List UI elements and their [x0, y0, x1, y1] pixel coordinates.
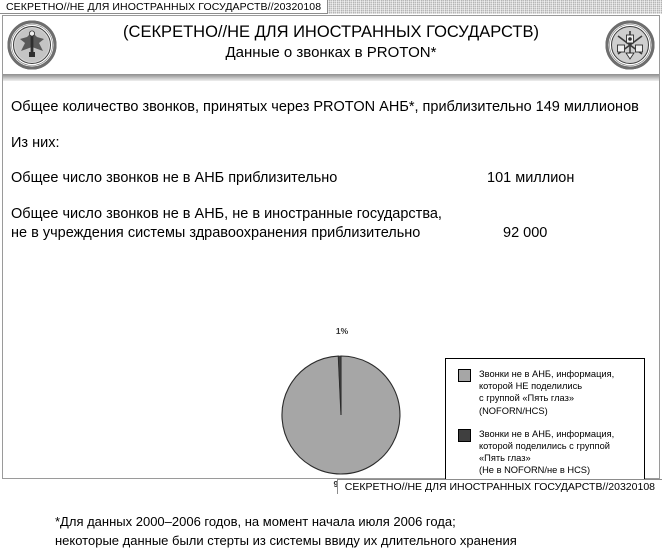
non-nsa-calls-label: Общее число звонков не в АНБ приблизител…	[11, 170, 338, 186]
legend-swatch-shared	[458, 428, 471, 442]
filtered-calls-value: 92 000	[503, 225, 548, 241]
slide-frame: (СЕКРЕТНО//НЕ ДЛЯ ИНОСТРАННЫХ ГОСУДАРСТВ…	[2, 15, 660, 548]
css-seal-icon	[605, 20, 655, 70]
slide-header: (СЕКРЕТНО//НЕ ДЛЯ ИНОСТРАННЫХ ГОСУДАРСТВ…	[3, 16, 659, 81]
bottom-classification-banner: СЕКРЕТНО//НЕ ДЛЯ ИНОСТРАННЫХ ГОСУДАРСТВ/…	[336, 479, 662, 494]
legend-item-shared: Звонки не в АНБ, информация, которой под…	[455, 428, 636, 477]
filtered-calls-label-line2: не в учреждения системы здравоохранения …	[11, 225, 421, 241]
pie-slice-shared	[337, 355, 342, 416]
title-block: (СЕКРЕТНО//НЕ ДЛЯ ИНОСТРАННЫХ ГОСУДАРСТВ…	[73, 22, 589, 63]
nsa-eagle-seal-icon	[7, 20, 57, 70]
top-classification-banner: СЕКРЕТНО//НЕ ДЛЯ ИНОСТРАННЫХ ГОСУДАРСТВ/…	[0, 0, 329, 14]
filtered-calls-label-line1: Общее число звонков не в АНБ, не в иност…	[11, 206, 442, 222]
pie-chart: 1% 99%	[280, 326, 404, 491]
chart-legend: Звонки не в АНБ, информация, которой НЕ …	[445, 358, 645, 485]
page-title: Данные о звонках в PROTON*	[225, 44, 437, 61]
total-calls-label: Общее количество звонков, принятых через…	[11, 99, 639, 115]
of-these-label: Из них:	[11, 135, 60, 151]
legend-item-not-shared: Звонки не в АНБ, информация, которой НЕ …	[455, 368, 636, 417]
non-nsa-calls-value: 101 миллион	[487, 170, 575, 186]
header-divider	[3, 74, 659, 81]
legend-swatch-not-shared	[458, 369, 471, 382]
footnote-text: *Для данных 2000–2006 годов, на момент н…	[55, 514, 517, 548]
legend-label-not-shared: Звонки не в АНБ, информация, которой НЕ …	[479, 369, 615, 416]
legend-label-shared: Звонки не в АНБ, информация, которой под…	[479, 428, 615, 476]
header-classification: (СЕКРЕТНО//НЕ ДЛЯ ИНОСТРАННЫХ ГОСУДАРСТВ…	[123, 23, 539, 41]
bottom-classification-text: СЕКРЕТНО//НЕ ДЛЯ ИНОСТРАННЫХ ГОСУДАРСТВ/…	[344, 481, 655, 493]
pie-chart-svg	[281, 355, 401, 475]
pie-slice-label-small: 1%	[335, 326, 349, 336]
top-classification-text: СЕКРЕТНО//НЕ ДЛЯ ИНОСТРАННЫХ ГОСУДАРСТВ/…	[6, 0, 322, 13]
